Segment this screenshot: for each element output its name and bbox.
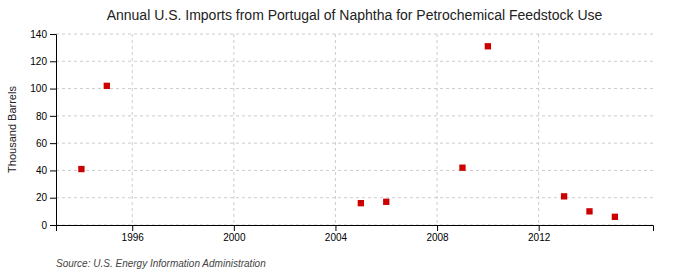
y-tick-label: 20 [36, 192, 48, 203]
x-tick-mark [437, 225, 438, 231]
x-tick-mark [132, 225, 133, 231]
x-tick-label: 2004 [325, 232, 348, 243]
y-tick: 140 [30, 29, 56, 40]
x-tick-label: 2012 [528, 232, 551, 243]
x-tick-mark [539, 225, 540, 231]
x-tick-label: 2000 [223, 232, 246, 243]
y-tick-mark [50, 198, 56, 199]
x-grid-line [132, 34, 133, 225]
point [612, 214, 618, 220]
x-tick-label: 2008 [426, 232, 449, 243]
x-tick-mark [335, 225, 336, 231]
y-tick-mark [50, 116, 56, 117]
y-grid-line [56, 115, 653, 116]
points [78, 43, 618, 220]
source-note: Source: U.S. Energy Information Administ… [56, 258, 266, 269]
x-tick: 2012 [528, 225, 551, 243]
point [459, 165, 465, 171]
x-grid-line [335, 34, 336, 225]
point [383, 199, 389, 205]
y-grid-line [56, 143, 653, 144]
y-tick-mark [50, 61, 56, 62]
chart-svg: 1996 2000 2004 2008 2012 0 20 40 60 80 100 120 140 An… [0, 0, 675, 275]
point [561, 193, 567, 199]
y-tick-label: 120 [30, 56, 47, 67]
title: Annual U.S. Imports from Portugal of Nap… [107, 7, 603, 23]
y-tick: 40 [36, 165, 56, 176]
y-tick: 20 [36, 192, 56, 203]
point [78, 166, 84, 172]
grid [56, 34, 653, 225]
y-tick-mark [50, 89, 56, 90]
y-tick: 120 [30, 56, 56, 67]
x-tick-mark [234, 225, 235, 231]
point [485, 43, 491, 49]
y-axis: 0 20 40 60 80 100 120 140 [30, 29, 56, 231]
x-axis-line [57, 226, 654, 232]
x-tick: 1996 [122, 225, 145, 243]
chart-container: 1996 2000 2004 2008 2012 0 20 40 60 80 100 120 140 An… [0, 0, 675, 275]
point [358, 200, 364, 206]
point [586, 208, 592, 214]
y-tick-label: 100 [30, 83, 47, 94]
x-tick-label: 1996 [122, 232, 145, 243]
y-tick-label: 80 [36, 111, 48, 122]
y-tick-label: 0 [41, 220, 47, 231]
x-tick: 2000 [223, 225, 246, 243]
x-axis: 1996 2000 2004 2008 2012 [57, 225, 654, 243]
y-grid-line [56, 61, 653, 62]
y-grid-line [56, 34, 653, 35]
y-grid-line [56, 88, 653, 89]
x-tick: 2008 [426, 225, 449, 243]
point [104, 83, 110, 89]
y-tick-mark [50, 143, 56, 144]
y-tick: 100 [30, 83, 56, 94]
y-tick-label: 40 [36, 165, 48, 176]
y-tick-mark [50, 225, 56, 226]
x-grid-line [437, 34, 438, 225]
y-tick: 80 [36, 111, 56, 122]
x-grid-line [233, 34, 234, 225]
y-tick-mark [50, 170, 56, 171]
y-tick: 60 [36, 138, 56, 149]
y-axis-line [50, 35, 57, 226]
y-axis-label: Thousand Barrels [6, 86, 18, 173]
x-tick: 2004 [325, 225, 348, 243]
y-grid-line [56, 170, 653, 171]
y-tick: 0 [41, 220, 56, 231]
x-grid-line [538, 34, 539, 225]
y-tick-label: 60 [36, 138, 48, 149]
y-tick-label: 140 [30, 29, 47, 40]
y-tick-mark [50, 34, 56, 35]
